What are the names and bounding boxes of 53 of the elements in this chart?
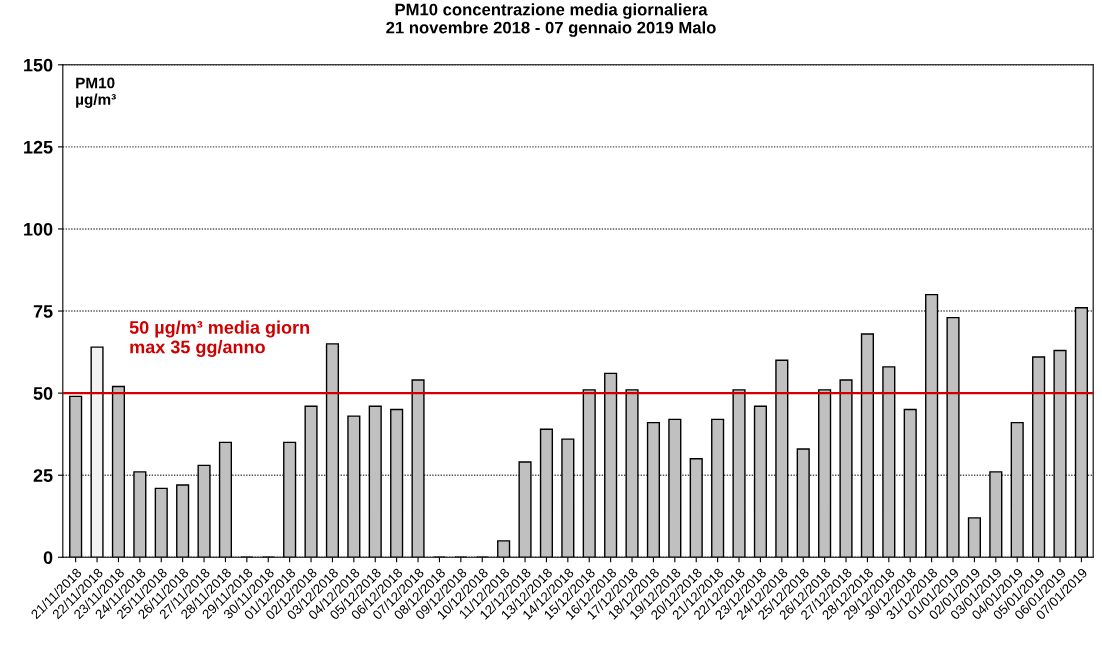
y-tick-label: 0 [43,551,53,564]
y-tick-label: 100 [24,222,53,236]
bar [839,379,853,558]
y-tick-label: 25 [33,469,53,482]
bar [1032,356,1046,558]
bar [753,405,768,558]
bar [646,421,661,558]
bar [1010,421,1024,558]
bar [925,293,939,558]
bar [860,333,875,558]
bar [582,389,596,558]
chart-title: PM10 concentrazione media giornaliera 21 novembre 2018 - 07 gennaio 2019 Malo [386,3,716,37]
y-tick-label: 125 [24,140,53,154]
bar [818,389,832,558]
ref-line-label: 50 µg/m³ media giorn max 35 gg/anno [129,320,309,357]
bar [625,389,639,558]
y-tick-label: 75 [33,305,53,318]
bar [946,316,960,558]
y-axis-title: PM10 µg/m³ [76,77,116,108]
bar [561,438,575,558]
bar [368,405,382,558]
y-tick-label: 50 [33,387,53,400]
bar [154,487,168,558]
bar [668,418,682,558]
bar [69,395,83,558]
bar [325,343,340,558]
y-tick-label: 150 [24,58,53,72]
bar [1053,349,1067,558]
bar [304,405,318,558]
bar [347,415,361,558]
bar [90,346,104,558]
bar [390,408,404,558]
bar [218,441,233,558]
bar [967,517,981,558]
bar [539,428,554,558]
bar [775,359,789,558]
bar [176,484,190,558]
bar [497,540,511,558]
bar [111,385,126,558]
bar [518,461,532,558]
bar [796,448,810,558]
bar [604,372,618,558]
bar [133,471,147,558]
bar [283,441,297,558]
bar [689,458,703,558]
bar [903,408,917,558]
bar [882,366,896,558]
bar [732,389,746,558]
bar [197,464,211,558]
bar [989,471,1003,558]
bar [411,379,425,558]
bar [711,418,725,558]
bar [1074,307,1088,558]
